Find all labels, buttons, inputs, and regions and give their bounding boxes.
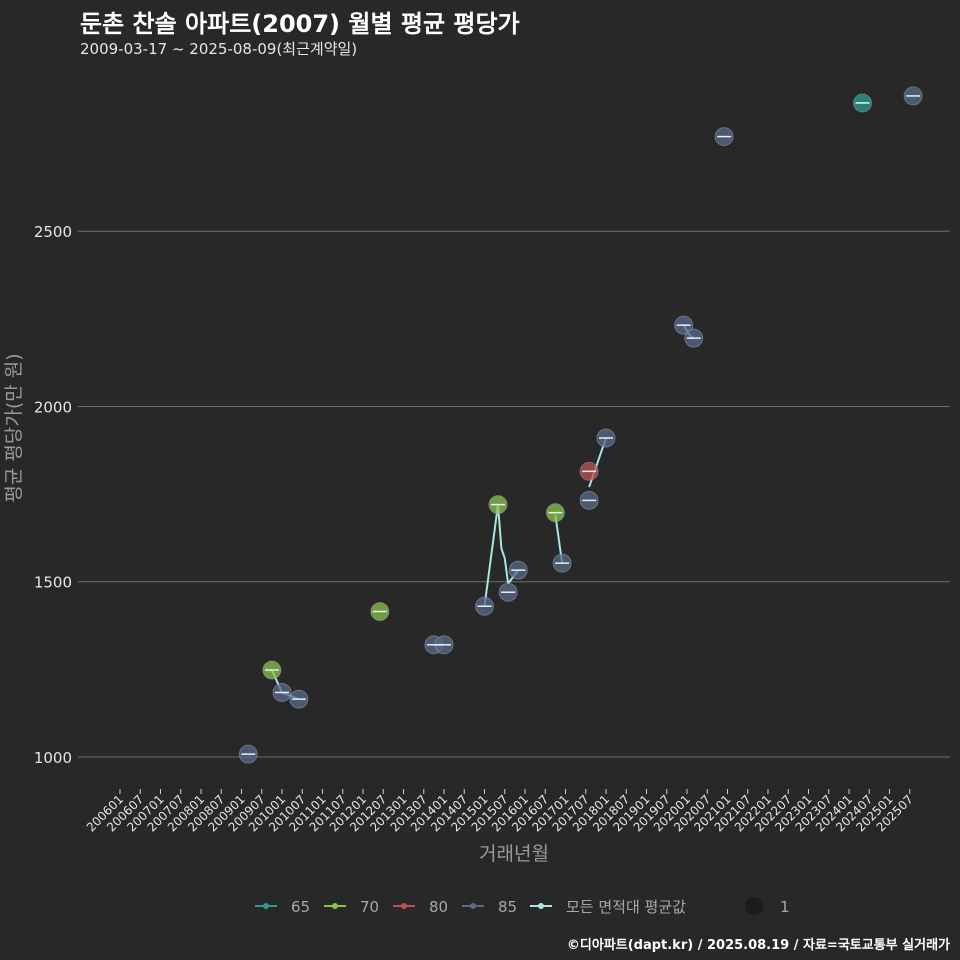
average-line	[270, 324, 695, 701]
legend-label-65: 65	[291, 898, 310, 916]
x-axis-label: 거래년월	[479, 843, 549, 865]
legend-key-dot-65	[263, 903, 269, 909]
grid-lines	[78, 230, 950, 758]
y-axis-label: 평균 평당가(만 원)	[3, 353, 25, 502]
legend: 65 70 80 85 모든 면적대 평균값 1	[255, 897, 790, 916]
legend-label-70: 70	[360, 898, 379, 916]
legend-label-모든 면적대 평균값: 모든 면적대 평균값	[566, 898, 686, 916]
legend-key-dot-85	[470, 903, 476, 909]
point-center-ticks	[241, 95, 921, 755]
size-legend-label: 1	[780, 898, 790, 916]
chart-title: 둔촌 찬솔 아파트(2007) 월별 평균 평당가	[80, 10, 520, 38]
y-tick-label-2500: 2500	[34, 223, 72, 241]
legend-key-dot-모든 면적대 평균값	[538, 903, 544, 909]
size-legend-circle	[745, 897, 763, 915]
x-axis: 2006012006072007012007072008012008072009…	[84, 789, 916, 835]
chart-subtitle: 2009-03-17 ~ 2025-08-09(최근계약일)	[80, 40, 358, 58]
legend-key-dot-80	[401, 903, 407, 909]
average-line-segment	[503, 558, 510, 584]
legend-key-dot-70	[332, 903, 338, 909]
source-caption: ©디아파트(dapt.kr) / 2025.08.19 / 자료=국토교통부 실…	[566, 938, 950, 953]
average-line-segment	[500, 548, 506, 559]
average-line-segment	[483, 504, 499, 607]
data-points	[238, 86, 923, 764]
legend-label-80: 80	[429, 898, 448, 916]
legend-label-85: 85	[498, 898, 517, 916]
y-axis: 1000 1500 2000 2500	[34, 223, 72, 767]
y-tick-label-1000: 1000	[34, 749, 72, 767]
y-tick-label-2000: 2000	[34, 398, 72, 416]
y-tick-label-1500: 1500	[34, 574, 72, 592]
